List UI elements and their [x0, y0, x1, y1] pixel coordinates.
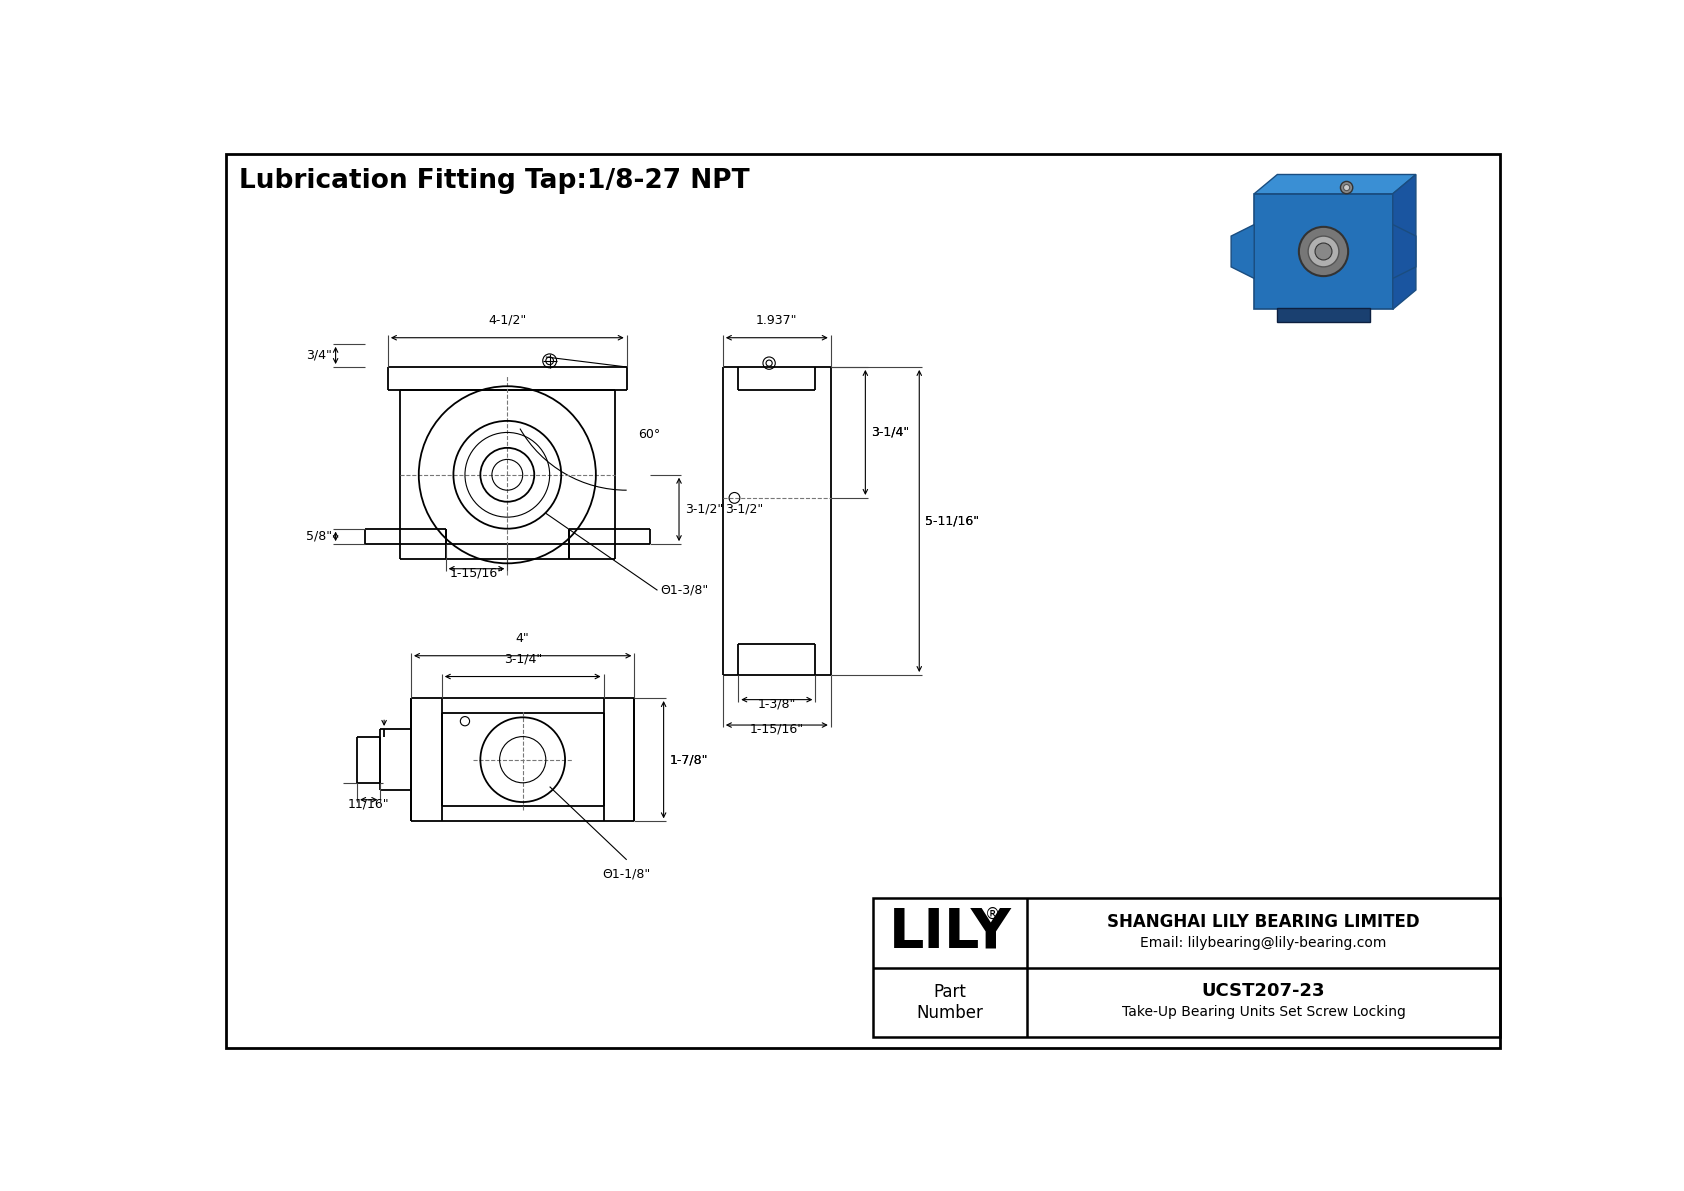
Text: ®: ® [985, 908, 1000, 922]
Polygon shape [1255, 194, 1393, 310]
Text: 3/4": 3/4" [306, 349, 332, 362]
Text: 1-15/16": 1-15/16" [450, 567, 504, 580]
Text: 60°: 60° [638, 429, 660, 441]
Polygon shape [1231, 225, 1255, 279]
Text: 3-1/2": 3-1/2" [685, 503, 724, 516]
Text: UCST207-23: UCST207-23 [1202, 983, 1325, 1000]
Text: 3-1/4": 3-1/4" [872, 426, 909, 439]
Circle shape [1298, 226, 1349, 276]
Circle shape [1315, 243, 1332, 260]
Polygon shape [1255, 175, 1416, 194]
Text: 5-11/16": 5-11/16" [926, 515, 980, 528]
Text: 3-1/4": 3-1/4" [872, 426, 909, 439]
Text: 1-7/8": 1-7/8" [670, 753, 709, 766]
Text: 5/8": 5/8" [305, 530, 332, 543]
Text: 3-1/2": 3-1/2" [726, 503, 763, 516]
Text: 4-1/2": 4-1/2" [488, 314, 527, 328]
Bar [1276, 308, 1369, 323]
Circle shape [1308, 236, 1339, 267]
Text: 1-15/16": 1-15/16" [749, 723, 803, 736]
Text: LILY: LILY [889, 906, 1012, 960]
Circle shape [1344, 185, 1349, 191]
Text: Θ1-3/8": Θ1-3/8" [660, 584, 707, 597]
Text: Take-Up Bearing Units Set Screw Locking: Take-Up Bearing Units Set Screw Locking [1122, 1005, 1406, 1019]
Text: SHANGHAI LILY BEARING LIMITED: SHANGHAI LILY BEARING LIMITED [1106, 913, 1420, 931]
Text: 3-1/4": 3-1/4" [504, 653, 542, 666]
Text: 1-3/8": 1-3/8" [758, 698, 797, 710]
Text: Part
Number: Part Number [916, 983, 983, 1022]
Text: 1.937": 1.937" [756, 314, 798, 328]
Text: Lubrication Fitting Tap:1/8-27 NPT: Lubrication Fitting Tap:1/8-27 NPT [239, 168, 749, 194]
Polygon shape [1393, 225, 1416, 279]
Text: 11/16": 11/16" [349, 798, 389, 811]
Text: Θ1-1/8": Θ1-1/8" [603, 867, 650, 880]
Text: 5-11/16": 5-11/16" [926, 515, 980, 528]
Text: Email: lilybearing@lily-bearing.com: Email: lilybearing@lily-bearing.com [1140, 936, 1386, 950]
Text: 1-7/8": 1-7/8" [670, 753, 709, 766]
Bar [872, 898, 1500, 1037]
Polygon shape [1393, 175, 1416, 310]
Text: 4": 4" [515, 632, 529, 646]
Circle shape [1340, 181, 1352, 194]
